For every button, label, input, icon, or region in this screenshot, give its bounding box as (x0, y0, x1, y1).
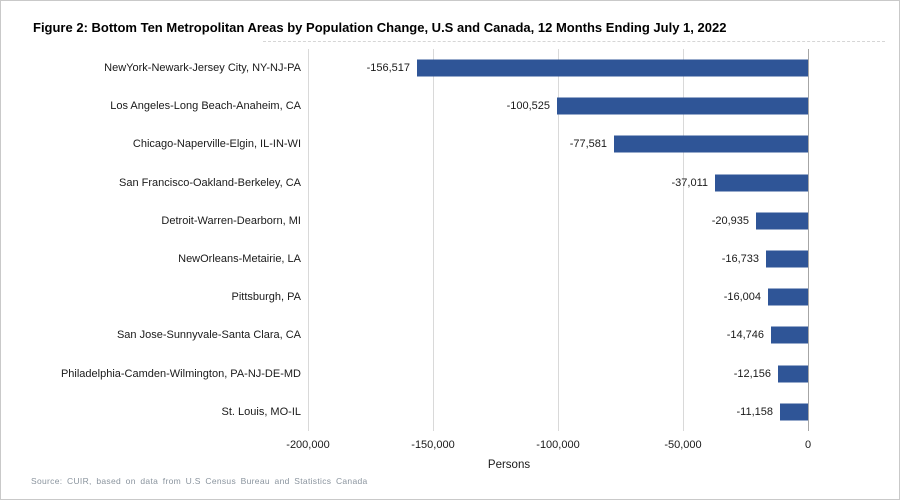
category-label: Philadelphia-Camden-Wilmington, PA-NJ-DE… (60, 367, 301, 380)
value-label: -20,935 (711, 214, 749, 227)
source-note: Source: CUIR, based on data from U.S Cen… (31, 476, 368, 486)
value-label: -16,004 (723, 291, 761, 304)
value-label: -12,156 (733, 367, 771, 380)
category-label: NewYork-Newark-Jersey City, NY-NJ-PA (104, 62, 301, 75)
bar-row: Philadelphia-Camden-Wilmington, PA-NJ-DE… (1, 355, 899, 393)
bar (771, 326, 808, 344)
x-tick-label: 0 (804, 439, 812, 451)
bar (417, 59, 808, 77)
bar (780, 403, 808, 421)
bar-row: San Francisco-Oakland-Berkeley, CA -37,01… (1, 164, 899, 202)
category-label: San Francisco-Oakland-Berkeley, CA (119, 176, 301, 189)
bar-row: NewOrleans-Metairie, LA -16,733 (1, 240, 899, 278)
zero-axis-line (808, 49, 809, 431)
bar-row: NewYork-Newark-Jersey City, NY-NJ-PA -156… (1, 49, 899, 87)
category-label: Los Angeles-Long Beach-Anaheim, CA (110, 100, 301, 113)
category-label: San Jose-Sunnyvale-Santa Clara, CA (116, 329, 301, 342)
bar-row: San Jose-Sunnyvale-Santa Clara, CA -14,74… (1, 316, 899, 354)
gridline (308, 49, 309, 431)
bar (715, 174, 808, 192)
value-label: -156,517 (366, 62, 410, 75)
value-label: -14,746 (726, 329, 764, 342)
bar (768, 288, 808, 306)
category-label: Chicago-Naperville-Elgin, IL-IN-WI (132, 138, 301, 151)
x-tick-label: -50,000 (664, 439, 702, 451)
bar (614, 135, 808, 153)
x-tick-label: -150,000 (411, 439, 455, 451)
category-label: Detroit-Warren-Dearborn, MI (161, 214, 301, 227)
bar-row: Chicago-Naperville-Elgin, IL-IN-WI -77,58… (1, 125, 899, 163)
category-label: Pittsburgh, PA (231, 291, 302, 304)
bar (756, 212, 808, 230)
bar-row: Pittsburgh, PA -16,004 (1, 278, 899, 316)
chart-title: Figure 2: Bottom Ten Metropolitan Areas … (33, 20, 727, 35)
gridline (683, 49, 684, 431)
x-axis-title: Persons (487, 459, 531, 471)
bar (778, 365, 808, 383)
bar-row: St. Louis, MO-IL -11,158 (1, 393, 899, 431)
value-label: -16,733 (721, 253, 759, 266)
bar-row: Los Angeles-Long Beach-Anaheim, CA -100,5… (1, 87, 899, 125)
bar (766, 250, 808, 268)
bar-row: Detroit-Warren-Dearborn, MI -20,935 (1, 202, 899, 240)
category-label: NewOrleans-Metairie, LA (178, 253, 301, 266)
bar (557, 97, 808, 115)
gridline (433, 49, 434, 431)
x-tick-label: -200,000 (286, 439, 330, 451)
value-label: -11,158 (736, 405, 774, 418)
value-label: -37,011 (671, 176, 709, 189)
category-label: St. Louis, MO-IL (221, 405, 301, 418)
value-label: -77,581 (569, 138, 607, 151)
gridline (558, 49, 559, 431)
value-label: -100,525 (506, 100, 550, 113)
plot-top-rule (263, 41, 885, 42)
x-tick-label: -100,000 (536, 439, 580, 451)
